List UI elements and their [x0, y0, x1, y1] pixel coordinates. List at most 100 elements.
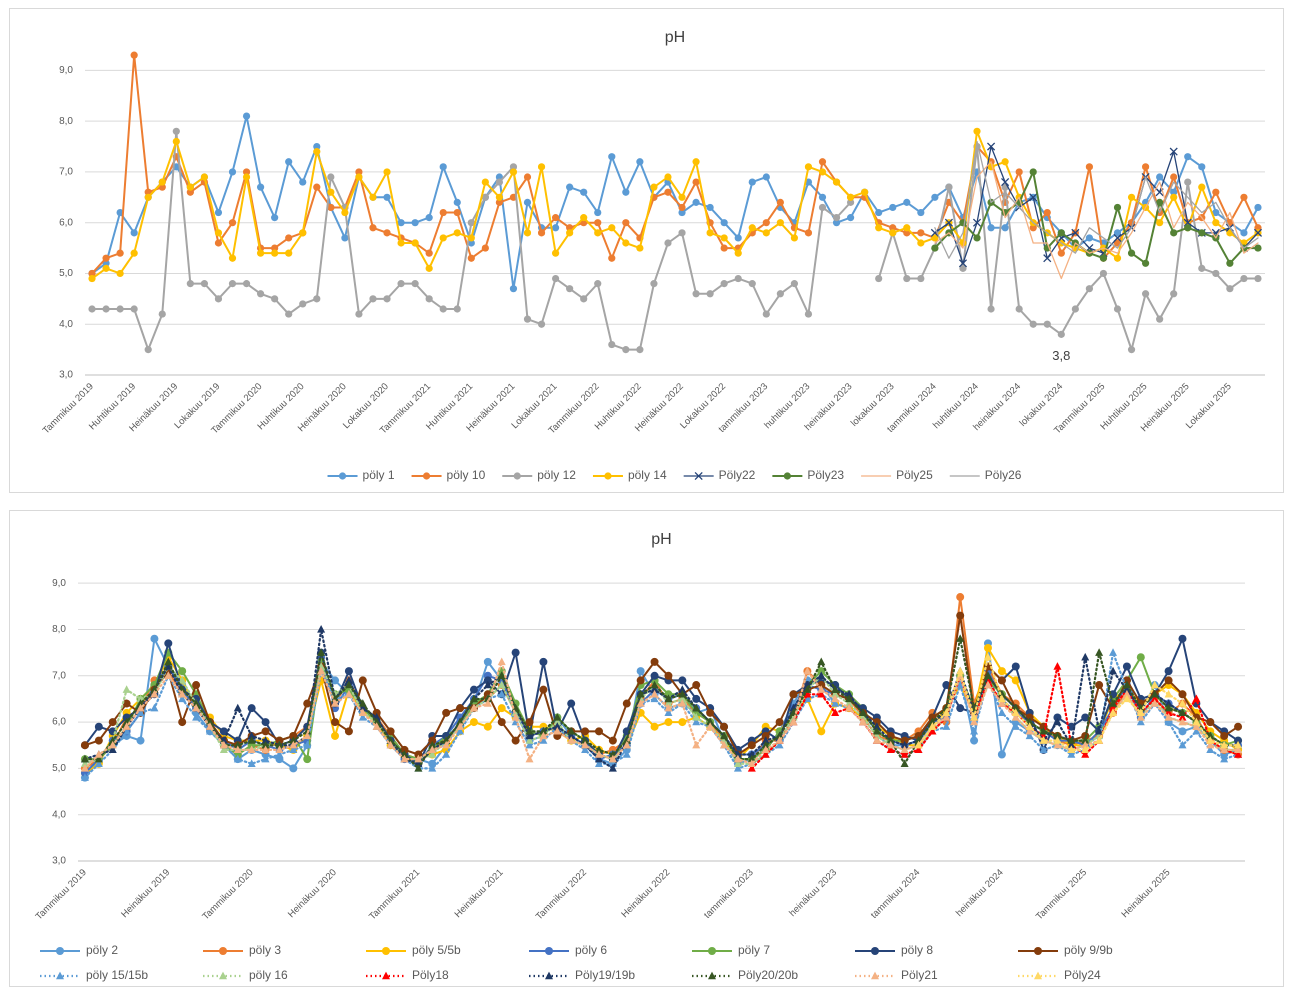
- data-point: [1011, 676, 1020, 685]
- data-point: [706, 229, 714, 237]
- data-point: [523, 315, 532, 323]
- data-point: [1039, 745, 1048, 754]
- data-point: [1178, 634, 1187, 643]
- data-point: [513, 472, 521, 480]
- data-point: [692, 713, 701, 721]
- data-point: [1136, 713, 1145, 721]
- data-point: [608, 153, 616, 161]
- data-point: [122, 685, 131, 693]
- data-point: [594, 745, 603, 754]
- data-point: [678, 694, 687, 703]
- data-point: [228, 219, 237, 227]
- data-point: [285, 158, 293, 166]
- data-point: [973, 127, 981, 135]
- data-point: [539, 731, 548, 740]
- data-point: [1184, 178, 1192, 186]
- data-point: [1095, 736, 1104, 744]
- data-point: [566, 285, 574, 293]
- data-point: [1025, 731, 1034, 740]
- data-point: [369, 193, 377, 201]
- data-point: [1164, 713, 1173, 721]
- data-point: [818, 193, 827, 201]
- data-point: [453, 208, 461, 217]
- data-point: [1081, 652, 1090, 661]
- y-tick-label: 7,0: [52, 670, 66, 681]
- data-point: [397, 280, 405, 288]
- data-point: [205, 726, 214, 735]
- data-point: [875, 224, 883, 232]
- data-point: [762, 219, 770, 227]
- data-point: [289, 745, 298, 754]
- y-tick-label: 4,0: [59, 319, 73, 330]
- data-point: [1234, 750, 1243, 758]
- data-point: [358, 699, 367, 707]
- data-point: [831, 699, 840, 707]
- data-point: [456, 704, 465, 713]
- data-point: [804, 310, 813, 318]
- legend-label: pöly 2: [86, 943, 118, 957]
- data-point: [122, 726, 131, 735]
- data-point: [214, 239, 223, 247]
- data-point: [1122, 694, 1131, 703]
- data-point: [271, 214, 279, 222]
- data-point: [1184, 224, 1192, 232]
- data-point: [247, 736, 256, 744]
- data-point: [1057, 229, 1065, 237]
- data-point: [537, 163, 546, 171]
- data-point: [1198, 264, 1206, 272]
- data-point: [1095, 681, 1104, 690]
- data-point: [1136, 708, 1145, 717]
- data-point: [511, 713, 520, 721]
- data-point: [622, 750, 631, 758]
- data-point: [789, 708, 798, 717]
- data-point: [122, 699, 131, 708]
- data-point: [261, 740, 270, 749]
- data-point: [178, 689, 187, 698]
- data-point: [178, 667, 187, 676]
- data-point: [636, 244, 644, 252]
- data-point: [553, 717, 562, 726]
- data-point: [299, 178, 307, 186]
- data-point: [846, 193, 855, 201]
- data-point: [678, 689, 687, 698]
- data-point: [1109, 648, 1118, 656]
- data-point: [818, 203, 827, 212]
- y-tick-label: 5,0: [52, 763, 66, 774]
- data-point: [299, 229, 307, 237]
- data-point: [942, 681, 951, 690]
- data-point: [178, 718, 187, 727]
- data-point: [970, 726, 979, 735]
- data-point: [386, 740, 395, 749]
- data-point: [214, 229, 223, 237]
- data-point: [192, 699, 201, 707]
- data-point: [1113, 229, 1122, 237]
- data-point: [247, 745, 256, 754]
- data-point: [789, 717, 798, 726]
- data-point: [331, 699, 340, 707]
- data-point: [650, 694, 659, 703]
- data-point: [1234, 740, 1243, 749]
- data-point: [164, 657, 173, 666]
- data-point: [1192, 717, 1201, 726]
- data-point: [956, 593, 965, 602]
- data-point: [889, 229, 897, 237]
- data-point: [1085, 234, 1094, 242]
- data-point: [664, 671, 673, 680]
- data-point: [469, 718, 478, 727]
- legend-label: Pöly19/19b: [575, 968, 635, 982]
- data-point: [917, 239, 925, 247]
- data-point: [804, 229, 813, 237]
- data-point: [790, 280, 799, 288]
- data-point: [706, 708, 715, 717]
- data-point: [733, 763, 742, 772]
- data-point: [1122, 685, 1131, 693]
- y-tick-label: 9,0: [59, 65, 73, 76]
- data-point: [832, 219, 841, 227]
- data-point: [1150, 680, 1159, 689]
- data-point: [817, 685, 826, 693]
- data-point: [956, 704, 965, 713]
- data-point: [1029, 224, 1037, 232]
- data-point: [872, 726, 881, 735]
- data-point: [886, 740, 895, 749]
- data-point: [917, 229, 925, 237]
